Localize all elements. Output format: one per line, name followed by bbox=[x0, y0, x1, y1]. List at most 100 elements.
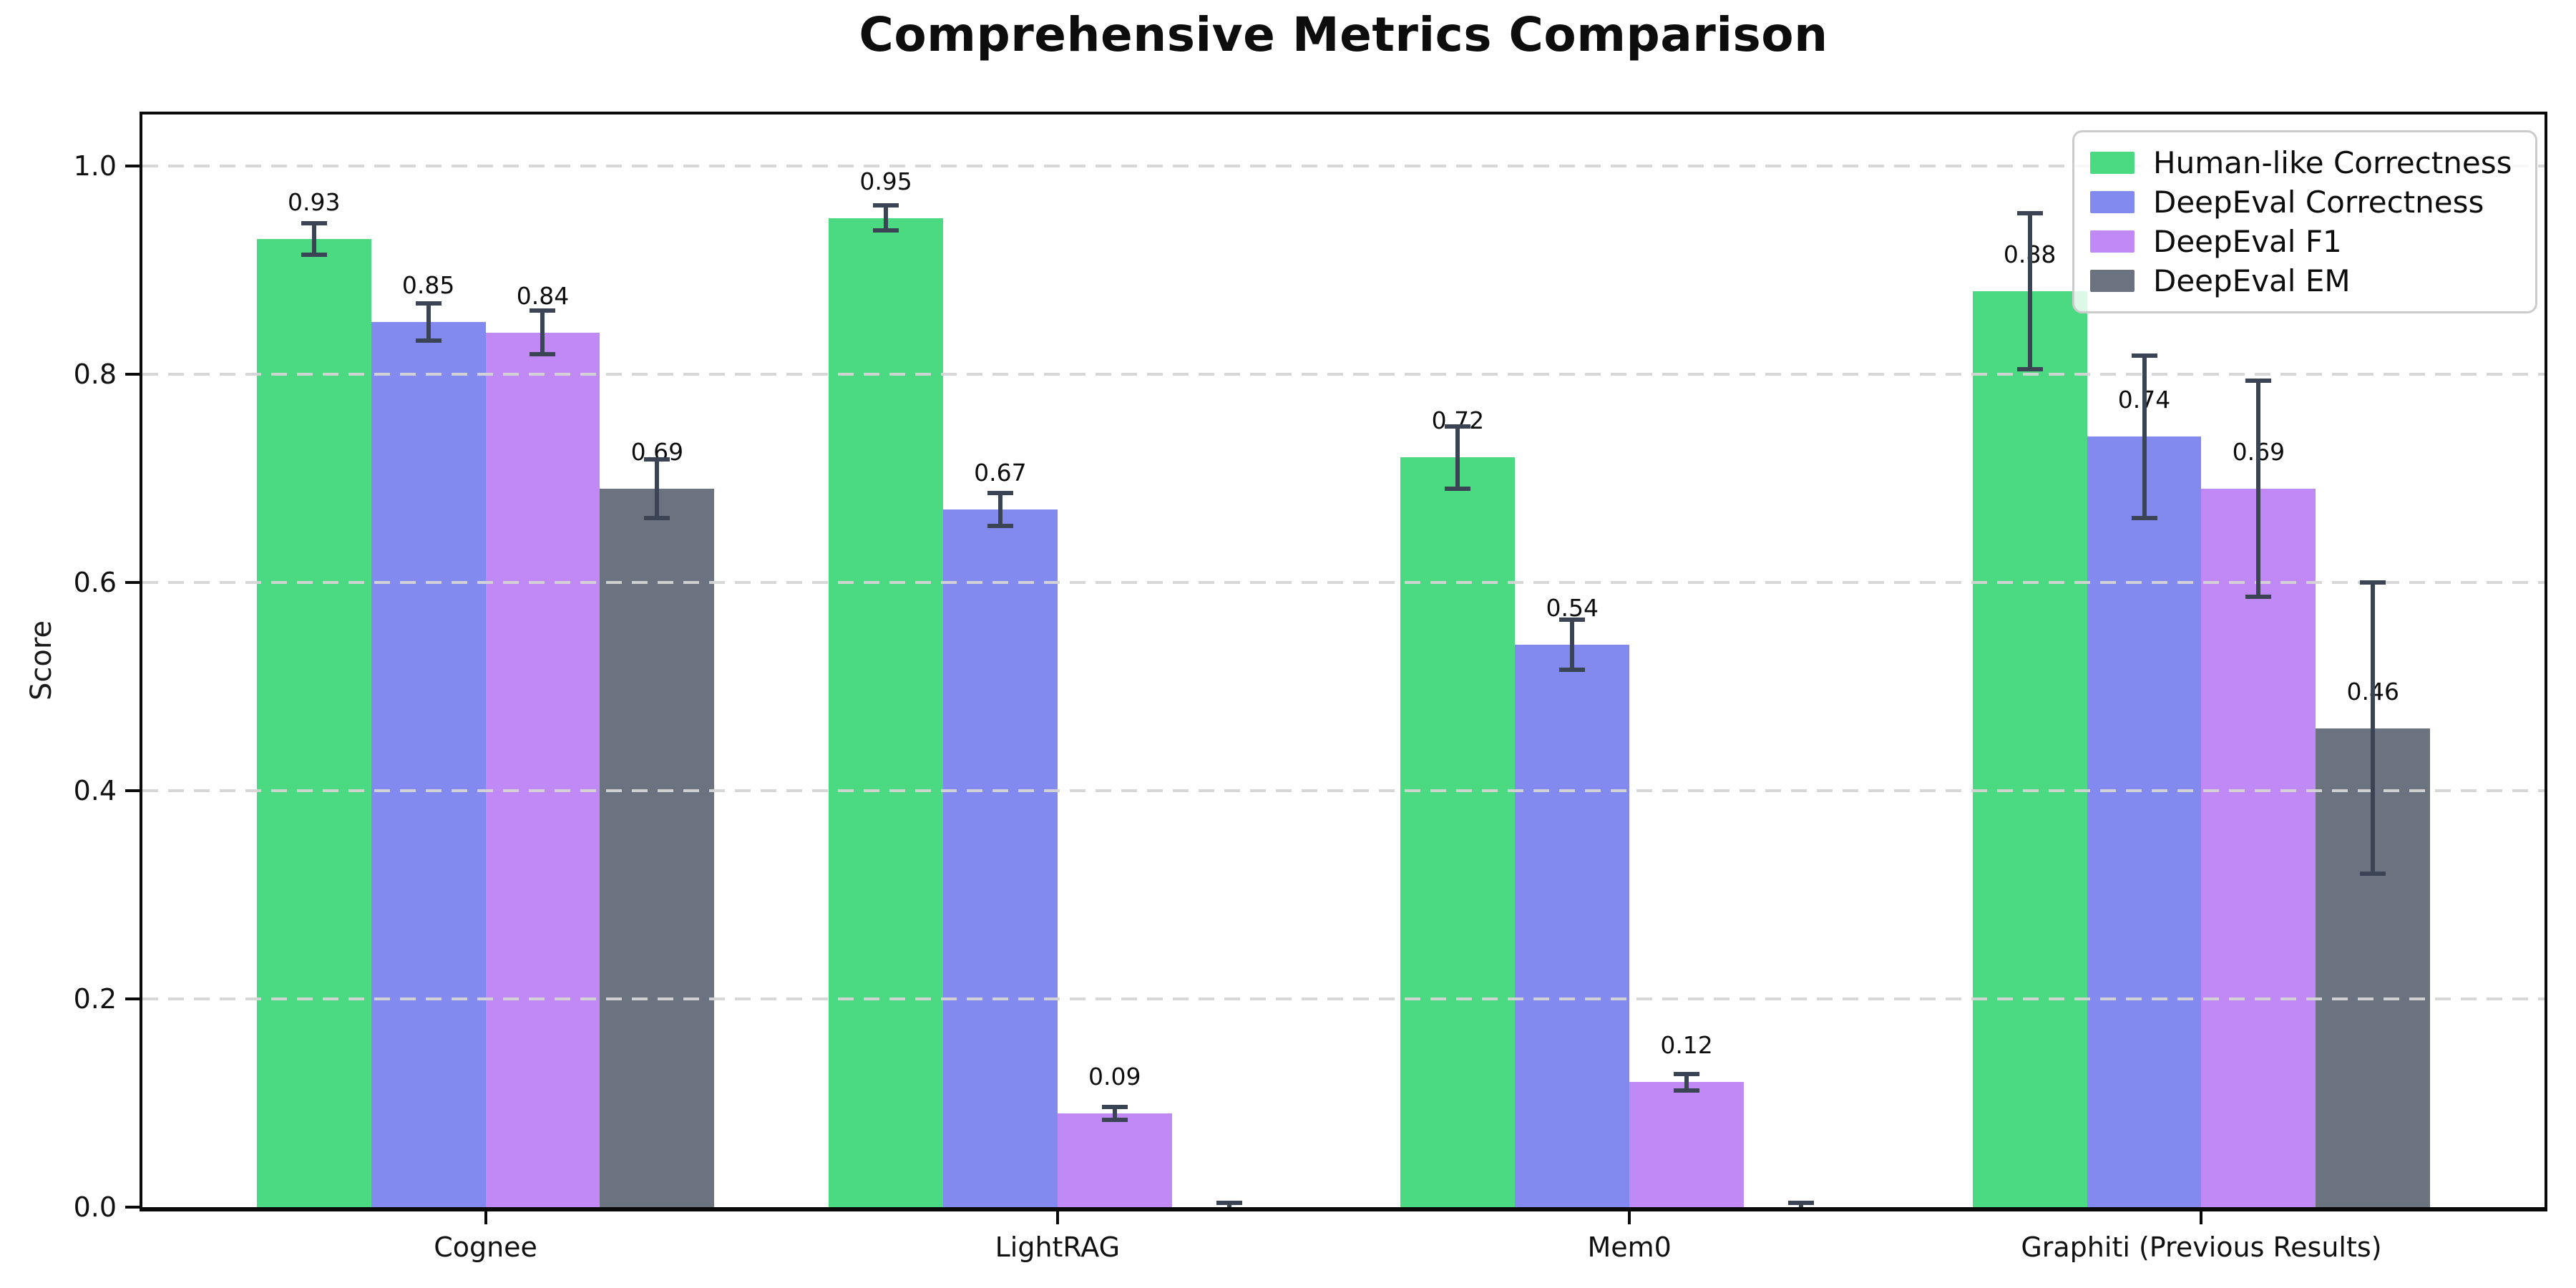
error-bar-line bbox=[2142, 355, 2147, 518]
error-bar-cap-bottom bbox=[1559, 668, 1586, 673]
error-bar-cap-top bbox=[1559, 618, 1586, 623]
x-tick-label-lightrag: LightRAG bbox=[995, 1231, 1121, 1263]
y-axis-label: Score bbox=[25, 620, 58, 701]
bar-human-like-correctness-cognee bbox=[256, 238, 371, 1207]
error-bar-deepeval-em-mem0 bbox=[1787, 1201, 1814, 1207]
bar-deepeval-f1-lightrag bbox=[1057, 1113, 1172, 1207]
legend-swatch-human-like-correctness bbox=[2090, 152, 2135, 174]
error-bar-cap-bottom bbox=[2131, 515, 2157, 520]
bar-deepeval-correctness-cognee bbox=[371, 322, 486, 1207]
legend-label-human-like-correctness: Human-like Correctness bbox=[2153, 145, 2512, 180]
plot-area: Human-like Correctness DeepEval Correctne… bbox=[74, 112, 2547, 1263]
error-bar-deepeval-correctness-cognee bbox=[415, 301, 441, 343]
legend-label-deepeval-em: DeepEval EM bbox=[2153, 263, 2351, 298]
y-tick bbox=[125, 997, 140, 1001]
y-axis-spine bbox=[140, 112, 142, 1211]
gridline-y-0.8 bbox=[142, 373, 2545, 376]
error-bar-cap-bottom bbox=[2360, 872, 2386, 877]
legend-label-deepeval-correctness: DeepEval Correctness bbox=[2153, 185, 2484, 220]
x-tick bbox=[2200, 1211, 2203, 1224]
x-tick-label-cognee: Cognee bbox=[434, 1231, 537, 1263]
error-bar-human-like-correctness-cognee bbox=[301, 221, 327, 257]
value-label-deepeval-correctness-mem0: 0.54 bbox=[1546, 594, 1599, 623]
error-bar-cap-bottom bbox=[2016, 366, 2043, 371]
error-bar-cap-bottom bbox=[644, 515, 670, 520]
x-tick-label-mem0: Mem0 bbox=[1587, 1231, 1672, 1263]
error-bar-cap-bottom bbox=[415, 338, 441, 343]
y-tick bbox=[125, 581, 140, 585]
error-bar-line bbox=[540, 311, 545, 355]
error-bar-cap-top bbox=[415, 301, 441, 306]
gridline-y-0.6 bbox=[142, 581, 2545, 585]
bar-deepeval-f1-mem0 bbox=[1629, 1082, 1744, 1207]
error-bar-cap-top bbox=[644, 457, 670, 462]
gridline-y-0.2 bbox=[142, 997, 2545, 1001]
value-label-deepeval-f1-lightrag: 0.09 bbox=[1088, 1063, 1141, 1091]
error-bar-line bbox=[1684, 1073, 1689, 1091]
bar-deepeval-em-cognee bbox=[600, 489, 715, 1207]
x-tick bbox=[1628, 1211, 1631, 1224]
error-bar-deepeval-f1-mem0 bbox=[1674, 1071, 1700, 1093]
error-bar-cap-top bbox=[987, 490, 1013, 495]
value-label-deepeval-f1-mem0: 0.12 bbox=[1660, 1031, 1713, 1060]
x-axis-spine bbox=[140, 1207, 2547, 1211]
value-label-human-like-correctness-cognee: 0.93 bbox=[288, 187, 341, 216]
error-bar-cap-top bbox=[2016, 210, 2043, 215]
error-bar-human-like-correctness-lightrag bbox=[873, 203, 899, 233]
y-tick bbox=[125, 1206, 140, 1209]
error-bar-line bbox=[2256, 380, 2261, 597]
value-label-deepeval-correctness-lightrag: 0.67 bbox=[974, 459, 1027, 487]
error-bar-cap-top bbox=[1445, 424, 1471, 429]
y-tick bbox=[125, 165, 140, 168]
legend: Human-like Correctness DeepEval Correctne… bbox=[2072, 130, 2537, 313]
y-tick-label: 0.8 bbox=[73, 358, 117, 391]
error-bar-cap-bottom bbox=[301, 252, 327, 257]
error-bar-line bbox=[1570, 620, 1575, 670]
error-bar-cap-bottom bbox=[1445, 487, 1471, 492]
error-bar-cap-top bbox=[1674, 1071, 1700, 1076]
error-bar-cap-bottom bbox=[1674, 1088, 1700, 1093]
legend-swatch-deepeval-em bbox=[2090, 270, 2135, 292]
legend-swatch-deepeval-correctness bbox=[2090, 191, 2135, 213]
y-tick-label: 1.0 bbox=[73, 150, 117, 182]
bar-deepeval-f1-cognee bbox=[485, 332, 600, 1207]
error-bar-cap-top bbox=[2360, 580, 2386, 585]
legend-entry-deepeval-em: DeepEval EM bbox=[2090, 263, 2514, 298]
error-bar-line bbox=[884, 205, 889, 231]
y-tick-label: 0.4 bbox=[73, 775, 117, 807]
error-bar-cap-bottom bbox=[530, 352, 556, 357]
error-bar-line bbox=[311, 223, 316, 255]
value-label-deepeval-f1-cognee: 0.84 bbox=[516, 281, 570, 310]
error-bar-line bbox=[2027, 213, 2032, 369]
error-bar-deepeval-em-graphiti-previous-results bbox=[2360, 580, 2386, 877]
error-bar-cap-top bbox=[1101, 1105, 1128, 1110]
right-spine bbox=[2545, 112, 2547, 1211]
error-bar-line bbox=[2371, 582, 2376, 874]
error-bar-deepeval-em-cognee bbox=[644, 457, 670, 520]
error-bar-cap-top bbox=[873, 203, 899, 208]
legend-entry-deepeval-f1: DeepEval F1 bbox=[2090, 224, 2514, 259]
error-bar-line bbox=[1112, 1107, 1117, 1120]
error-bar-cap-top bbox=[2245, 378, 2272, 383]
y-tick-label: 0.0 bbox=[73, 1191, 117, 1223]
value-label-deepeval-correctness-cognee: 0.85 bbox=[401, 271, 455, 300]
y-tick bbox=[125, 789, 140, 793]
error-bar-cap-top bbox=[1216, 1201, 1242, 1206]
error-bar-cap-top bbox=[2131, 353, 2157, 358]
error-bar-deepeval-f1-cognee bbox=[530, 308, 556, 357]
bar-deepeval-correctness-lightrag bbox=[942, 509, 1058, 1207]
x-tick bbox=[1055, 1211, 1059, 1224]
gridline-y-1 bbox=[142, 165, 2545, 168]
error-bar-deepeval-correctness-lightrag bbox=[987, 490, 1013, 529]
bar-human-like-correctness-lightrag bbox=[829, 218, 943, 1207]
error-bar-cap-top bbox=[530, 308, 556, 313]
error-bar-deepeval-correctness-mem0 bbox=[1559, 618, 1586, 673]
error-bar-human-like-correctness-mem0 bbox=[1445, 424, 1471, 492]
y-tick bbox=[125, 373, 140, 376]
legend-swatch-deepeval-f1 bbox=[2090, 230, 2135, 253]
error-bar-cap-top bbox=[301, 221, 327, 226]
bar-human-like-correctness-mem0 bbox=[1400, 457, 1516, 1207]
chart-title: Comprehensive Metrics Comparison bbox=[859, 7, 1828, 62]
gridline-y-0.4 bbox=[142, 789, 2545, 793]
